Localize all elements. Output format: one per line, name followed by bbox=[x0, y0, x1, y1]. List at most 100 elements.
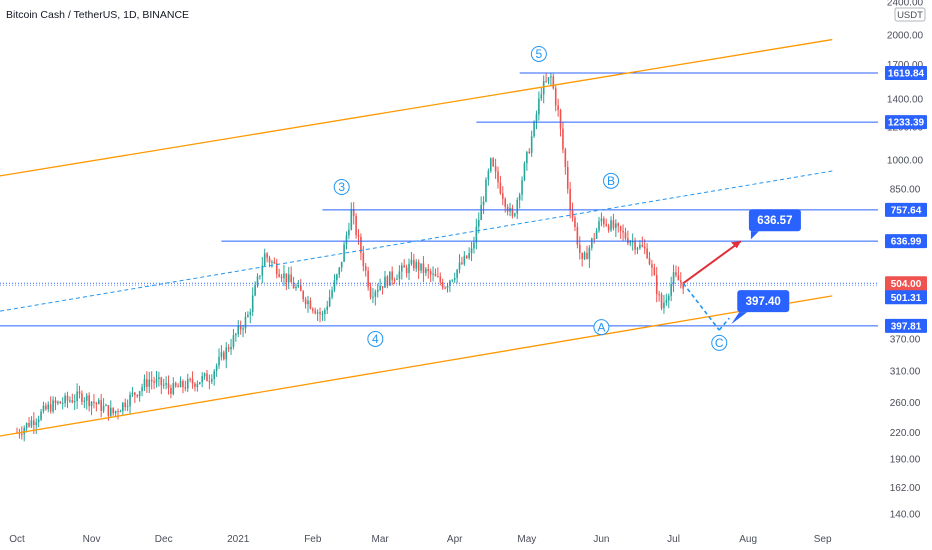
candle-body bbox=[172, 383, 175, 394]
candle-body bbox=[213, 371, 216, 379]
candle-body bbox=[273, 261, 276, 264]
candle-body bbox=[376, 289, 379, 292]
candle-body bbox=[535, 114, 538, 122]
candle-body bbox=[333, 280, 336, 291]
candle-body bbox=[588, 247, 591, 260]
candle-body bbox=[417, 262, 420, 271]
candle-body bbox=[47, 404, 50, 410]
candle-body bbox=[590, 238, 593, 248]
candle-body bbox=[287, 274, 290, 283]
candle-body bbox=[230, 346, 232, 350]
candle-body bbox=[28, 423, 30, 427]
candle-body bbox=[182, 380, 184, 388]
candle-body bbox=[432, 273, 434, 275]
candle-body bbox=[215, 365, 218, 372]
projection-up-arrow bbox=[682, 240, 742, 285]
candle-body bbox=[504, 199, 507, 207]
reference-price-tag-label: 501.31 bbox=[891, 293, 922, 304]
candle-body bbox=[189, 379, 191, 381]
candle-body bbox=[134, 392, 136, 395]
candle-body bbox=[266, 253, 268, 258]
candle-body bbox=[138, 391, 141, 397]
candle-body bbox=[396, 278, 398, 280]
candle-body bbox=[355, 215, 357, 236]
candle-body bbox=[653, 267, 656, 276]
candle-body bbox=[88, 395, 90, 407]
candle-body bbox=[23, 428, 26, 435]
candle-body bbox=[150, 379, 153, 382]
candle-body bbox=[275, 263, 278, 275]
candle-body bbox=[530, 136, 533, 153]
candle-body bbox=[643, 246, 646, 249]
price-tick: 1000.00 bbox=[887, 155, 924, 166]
time-tick: Nov bbox=[83, 534, 101, 545]
candle-body bbox=[425, 268, 427, 273]
price-tick: 850.00 bbox=[890, 185, 921, 196]
candle-body bbox=[146, 379, 148, 387]
candle-body bbox=[117, 411, 119, 413]
candle-body bbox=[177, 386, 179, 388]
candle-body bbox=[283, 273, 285, 279]
candle-body bbox=[73, 400, 76, 403]
channel-line bbox=[0, 295, 833, 437]
time-tick: Apr bbox=[447, 534, 463, 545]
candle-body bbox=[521, 179, 523, 195]
reference-price-tag bbox=[885, 290, 927, 305]
candle-body bbox=[225, 347, 228, 360]
candle-body bbox=[372, 296, 374, 298]
channel-layer bbox=[0, 38, 833, 437]
time-tick: Feb bbox=[304, 534, 322, 545]
candle-body bbox=[102, 405, 105, 411]
time-axis[interactable] bbox=[0, 530, 932, 550]
candle-body bbox=[136, 394, 139, 397]
candle-body bbox=[114, 411, 117, 414]
candle-body bbox=[468, 253, 470, 259]
candle-body bbox=[126, 406, 129, 408]
candle-body bbox=[167, 383, 170, 388]
projection-target-callout bbox=[748, 209, 801, 232]
candle-body bbox=[348, 229, 350, 236]
price-axis[interactable] bbox=[878, 0, 932, 530]
candle-body bbox=[449, 280, 451, 286]
candle-body bbox=[307, 300, 309, 305]
candle-body bbox=[547, 77, 550, 82]
candle-body bbox=[268, 257, 271, 263]
candle-body bbox=[208, 381, 211, 383]
level-price-tag-label: 1233.39 bbox=[888, 118, 925, 129]
candle-body bbox=[679, 280, 682, 283]
projection-low-label: 397.40 bbox=[746, 296, 781, 308]
wave-label: 3 bbox=[338, 180, 345, 194]
candle-body bbox=[631, 241, 634, 243]
candle-body bbox=[174, 383, 177, 387]
candle-body bbox=[304, 299, 307, 305]
price-tick: 1700.00 bbox=[887, 60, 924, 71]
candle-body bbox=[415, 262, 418, 269]
candle-body bbox=[76, 391, 78, 401]
candle-body bbox=[292, 282, 295, 289]
candle-body bbox=[153, 381, 155, 383]
candle-body bbox=[232, 335, 235, 347]
candle-body bbox=[290, 274, 292, 283]
candle-body bbox=[242, 328, 244, 330]
candle-body bbox=[278, 274, 280, 277]
candle-body bbox=[660, 294, 663, 309]
candle-body bbox=[297, 285, 300, 287]
projection-target-label: 636.57 bbox=[757, 215, 792, 227]
candle-body bbox=[122, 402, 124, 412]
time-tick: May bbox=[517, 534, 536, 545]
candle-body bbox=[420, 263, 422, 271]
candle-body bbox=[610, 220, 612, 231]
candle-body bbox=[444, 287, 446, 289]
candle-body bbox=[391, 271, 393, 280]
candle-body bbox=[280, 276, 283, 279]
projection-down-path bbox=[682, 282, 720, 331]
candle-body bbox=[158, 377, 160, 379]
candle-body bbox=[607, 225, 610, 231]
candle-body bbox=[388, 271, 391, 286]
candle-body bbox=[405, 267, 408, 274]
candle-body bbox=[480, 205, 482, 221]
projection-low-callout-tail bbox=[731, 312, 748, 325]
candle-body bbox=[603, 218, 605, 225]
candle-body bbox=[194, 383, 196, 387]
